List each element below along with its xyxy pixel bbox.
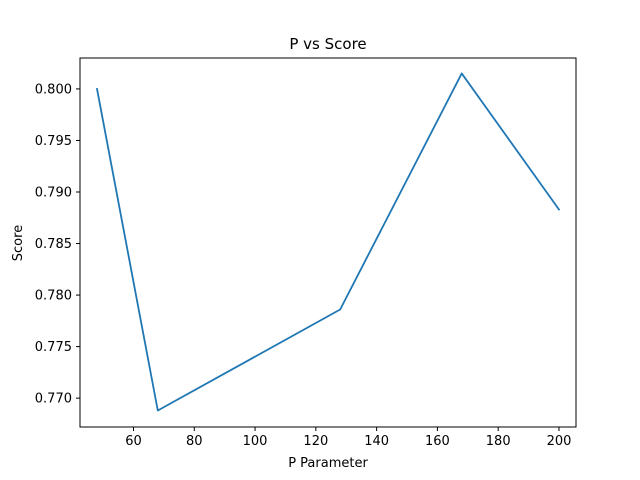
x-tick-label: 120 xyxy=(303,434,328,449)
y-tick-label: 0.795 xyxy=(35,134,72,149)
y-tick-label: 0.770 xyxy=(35,392,72,407)
x-axis-label: P Parameter xyxy=(288,456,368,471)
chart-title: P vs Score xyxy=(289,35,366,53)
y-tick-label: 0.775 xyxy=(35,340,72,355)
y-tick-label: 0.800 xyxy=(35,82,72,97)
y-axis-label: Score xyxy=(11,225,26,261)
axes-frame xyxy=(79,57,577,428)
y-tick-label: 0.785 xyxy=(35,237,72,252)
y-tick-label: 0.790 xyxy=(35,185,72,200)
x-tick-label: 100 xyxy=(243,434,268,449)
y-axis: 0.770 0.775 0.780 0.785 0.790 0.795 0.800 xyxy=(35,82,80,407)
x-tick-label: 80 xyxy=(186,434,203,449)
x-tick-label: 60 xyxy=(125,434,142,449)
plot-area xyxy=(79,57,577,428)
x-tick-label: 200 xyxy=(547,434,572,449)
x-tick-label: 180 xyxy=(486,434,511,449)
series-line-1 xyxy=(95,72,561,412)
x-tick-label: 140 xyxy=(364,434,389,449)
x-tick-label: 160 xyxy=(425,434,450,449)
x-axis: 60 80 100 120 140 160 180 200 xyxy=(125,427,571,449)
y-tick-label: 0.780 xyxy=(35,289,72,304)
